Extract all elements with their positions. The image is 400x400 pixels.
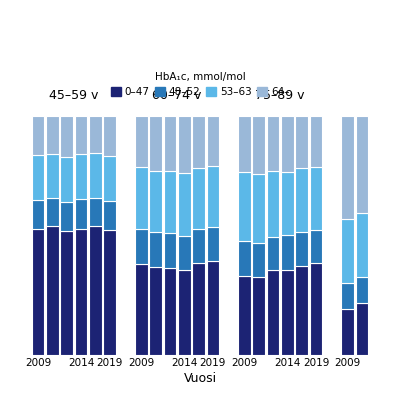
Text: 45–59 v: 45–59 v [49, 89, 99, 102]
Bar [356, 213, 368, 277]
Bar [89, 226, 102, 355]
Bar [135, 168, 148, 229]
Bar [164, 233, 176, 268]
Bar [89, 153, 102, 198]
Bar [178, 172, 190, 236]
Bar [295, 168, 308, 232]
Bar [356, 277, 368, 302]
Bar [206, 116, 219, 166]
Bar [281, 270, 294, 355]
Bar [149, 232, 162, 267]
Bar [149, 171, 162, 232]
Bar [164, 170, 176, 233]
Bar [281, 172, 294, 235]
Bar [32, 155, 44, 200]
Bar [178, 116, 190, 172]
Bar [135, 264, 148, 355]
Bar [164, 268, 176, 355]
Bar [103, 230, 116, 355]
Bar [178, 270, 190, 355]
Bar [238, 172, 251, 241]
Bar [252, 116, 265, 174]
Bar [206, 166, 219, 227]
Bar [89, 198, 102, 226]
Legend: 0–47, 48–52, 53–63, 64–: 0–47, 48–52, 53–63, 64– [110, 72, 290, 97]
Bar [46, 226, 59, 355]
Bar [310, 263, 322, 355]
X-axis label: Vuosi: Vuosi [184, 372, 216, 385]
Bar [267, 237, 279, 270]
Bar [252, 174, 265, 243]
Bar [281, 235, 294, 270]
Bar [252, 243, 265, 277]
Bar [295, 232, 308, 266]
Bar [192, 168, 205, 228]
Bar [356, 302, 368, 355]
Bar [341, 308, 354, 355]
Bar [341, 116, 354, 219]
Bar [103, 156, 116, 201]
Bar [310, 166, 322, 230]
Bar [60, 156, 73, 202]
Bar [238, 241, 251, 276]
Bar [238, 276, 251, 355]
Bar [206, 261, 219, 355]
Bar [135, 116, 148, 168]
Bar [281, 116, 294, 172]
Bar [60, 116, 73, 156]
Bar [164, 116, 176, 170]
Bar [32, 228, 44, 355]
Bar [75, 228, 87, 355]
Bar [46, 116, 59, 154]
Bar [32, 116, 44, 155]
Bar [341, 219, 354, 284]
Bar [295, 266, 308, 355]
Bar [178, 236, 190, 270]
Bar [60, 202, 73, 231]
Bar [356, 116, 368, 213]
Bar [192, 116, 205, 168]
Bar [75, 116, 87, 154]
Bar [75, 200, 87, 228]
Bar [267, 270, 279, 355]
Text: 60–74 v: 60–74 v [152, 89, 202, 102]
Bar [75, 154, 87, 200]
Bar [310, 230, 322, 263]
Bar [103, 201, 116, 230]
Bar [135, 229, 148, 264]
Bar [60, 231, 73, 355]
Bar [310, 116, 322, 166]
Text: 75–89 v: 75–89 v [256, 89, 305, 102]
Bar [238, 116, 251, 172]
Bar [267, 171, 279, 237]
Bar [341, 284, 354, 308]
Bar [32, 200, 44, 228]
Bar [46, 198, 59, 226]
Bar [46, 154, 59, 198]
Bar [252, 277, 265, 355]
Bar [192, 263, 205, 355]
Bar [89, 116, 102, 153]
Bar [206, 227, 219, 261]
Bar [267, 116, 279, 171]
Bar [149, 116, 162, 171]
Bar [103, 116, 116, 156]
Bar [192, 228, 205, 263]
Bar [149, 267, 162, 355]
Bar [295, 116, 308, 168]
